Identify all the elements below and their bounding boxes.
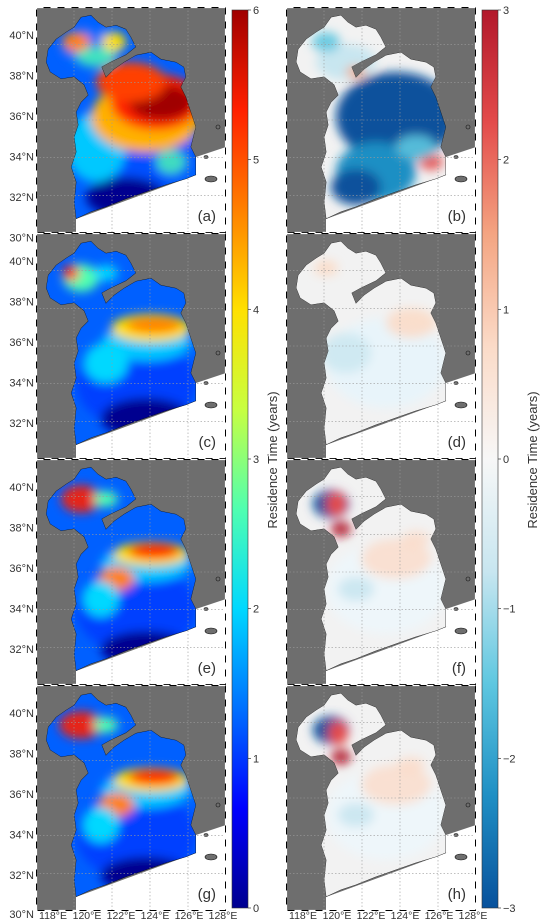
graticule [286,685,476,911]
panel-label: (e) [198,660,216,677]
panel-label: (f) [452,660,466,677]
map-panel-f: (f) [285,458,477,686]
colorbar-title-difference: Residence Time (years) [525,391,540,528]
lat-tick-label: 40°N [9,30,34,42]
lat-tick-label: 34°N [9,378,34,390]
lat-tick-label: 34°N [9,152,34,164]
open-ocean [76,845,226,911]
colorbar-difference: 3 2 1 0 −1 −2 −3 [481,5,516,915]
lat-tick-label: 32°N [9,870,34,882]
open-ocean [76,619,226,685]
open-ocean [326,619,476,685]
lat-tick-label: 38°N [9,749,34,761]
residence-time-field [296,467,446,671]
lat-tick-label: 32°N [9,644,34,656]
axis-labels: 40°N 38°N 36°N 34°N 32°N 30°N 40°N 38°N 36°N 34°N… [9,30,487,920]
map-panel-b: (b) [285,6,477,234]
residence-time-field [296,241,446,445]
residence-time-field [46,15,196,219]
colorbar-title-absolute: Residence Time (years) [265,391,280,528]
open-ocean [76,167,226,233]
lon-tick-label: 128°E [459,910,488,920]
lon-tick-label: 120°E [73,910,102,920]
lon-tick-label: 128°E [209,910,238,920]
graticule [36,233,226,459]
lat-tick-label: 30°N [9,233,34,245]
lat-tick-label: 38°N [9,523,34,535]
lon-tick-label: 126°E [425,910,454,920]
colorbar-tick-label: 3 [503,5,509,17]
lon-tick-label: 122°E [357,910,386,920]
lat-tick-label: 40°N [9,256,34,268]
panel-label: (a) [198,208,216,225]
colorbar-tick-label: 2 [503,155,509,167]
colorbar-tick-label: 1 [503,304,509,316]
colorbar-tick-label: 0 [253,903,259,915]
colorbar-tick-label: 5 [253,155,259,167]
lat-tick-label: 36°N [9,563,34,575]
lat-tick-label: 32°N [9,192,34,204]
panel-label: (h) [448,886,466,903]
map-panel-g: (g) [35,684,227,912]
map-panel-h: (h) [285,684,477,912]
open-ocean [326,393,476,459]
open-ocean [326,167,476,233]
graticule [36,7,226,233]
open-ocean [76,393,226,459]
lon-tick-label: 120°E [323,910,352,920]
lon-tick-label: 122°E [107,910,136,920]
graticule [286,7,476,233]
lat-tick-label: 32°N [9,418,34,430]
lat-tick-label: 38°N [9,297,34,309]
colorbar-tick-label: −1 [503,604,516,616]
lat-tick-label: 36°N [9,337,34,349]
map-panel-d: (d) [285,232,477,460]
lat-tick-label: 38°N [9,71,34,83]
open-ocean [326,845,476,911]
colorbar-absolute: 6 5 4 3 2 1 0 [231,5,259,915]
panel-label: (g) [198,886,216,903]
graticule [286,459,476,685]
colorbar-tick-label: 6 [253,5,259,17]
lat-tick-label: 36°N [9,789,34,801]
map-panels: (a) (b) (c) (d) (e) (f) (g) (h) [35,6,477,912]
lat-tick-label: 40°N [9,482,34,494]
colorbar-tick-label: −3 [503,903,516,915]
colorbar-tick-label: 2 [253,604,259,616]
graticule [286,233,476,459]
colorbars: 6 5 4 3 2 1 0 3 2 1 0 −1 −2 −3 Residence Time (years) R… [231,5,540,915]
panel-label: (b) [448,208,466,225]
lat-tick-label: 36°N [9,111,34,123]
lon-tick-label: 118°E [289,910,317,920]
colorbar-tick-label: 0 [503,454,509,466]
graticule [36,459,226,685]
lon-tick-label: 124°E [391,910,420,920]
lat-tick-label: 30°N [9,909,34,920]
panel-label: (d) [448,434,466,451]
lat-tick-label: 34°N [9,604,34,616]
colorbar-tick-label: 1 [253,753,259,765]
residence-time-field [296,693,446,897]
map-panel-c: (c) [35,232,227,460]
lat-tick-label: 34°N [9,830,34,842]
graticule [36,685,226,911]
lon-tick-label: 126°E [175,910,204,920]
lon-tick-label: 118°E [39,910,67,920]
colorbar-tick-label: −2 [503,753,516,765]
colorbar-tick-label: 3 [253,454,259,466]
map-panel-a: (a) [35,6,227,234]
colorbar-tick-label: 4 [253,304,259,316]
panel-label: (c) [199,434,217,451]
lon-tick-label: 124°E [141,910,170,920]
map-panel-e: (e) [35,458,227,686]
lat-tick-label: 40°N [9,708,34,720]
residence-time-field [296,15,446,219]
